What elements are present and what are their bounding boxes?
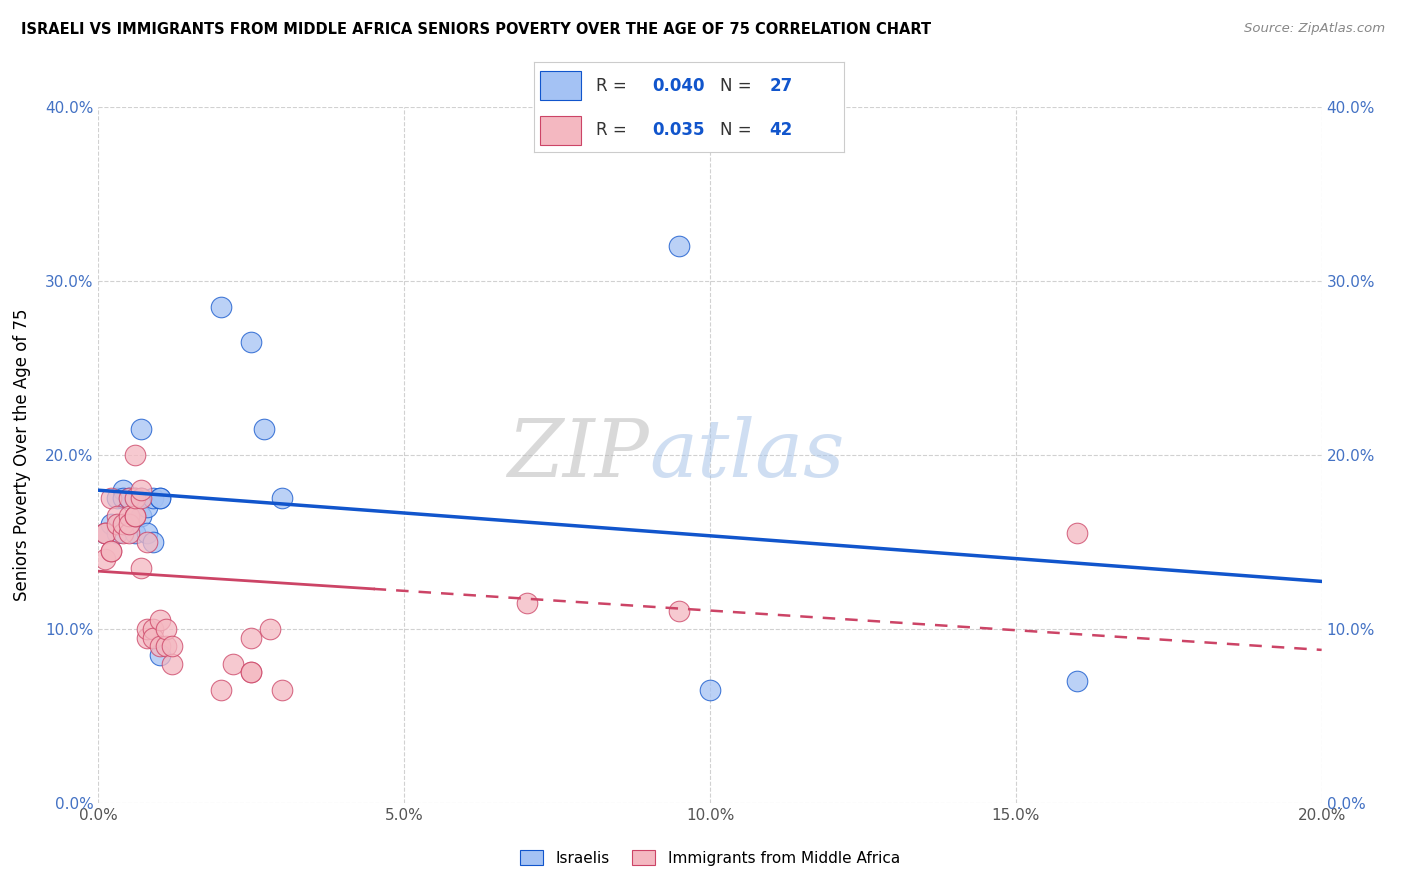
Y-axis label: Seniors Poverty Over the Age of 75: Seniors Poverty Over the Age of 75 (13, 309, 31, 601)
Point (118, 517, 141, 532)
Point (124, 508, 146, 523)
Point (142, 534, 165, 549)
Point (155, 639, 177, 653)
Text: atlas: atlas (650, 417, 844, 493)
Point (105, 526, 128, 541)
Point (100, 517, 122, 532)
Point (149, 648, 172, 662)
Point (129, 508, 152, 523)
Point (699, 682, 721, 697)
Point (240, 665, 263, 680)
Point (118, 491, 141, 506)
Point (111, 517, 134, 532)
Text: 0.035: 0.035 (652, 121, 704, 139)
Point (149, 639, 172, 653)
Point (100, 543, 122, 558)
Text: R =: R = (596, 77, 633, 95)
Point (129, 483, 152, 497)
Point (93, 526, 115, 541)
Point (129, 491, 152, 506)
Point (668, 605, 690, 619)
Point (111, 526, 134, 541)
Text: ZIP: ZIP (508, 417, 650, 493)
Point (516, 596, 538, 610)
Point (129, 491, 152, 506)
Point (209, 300, 232, 314)
Point (149, 613, 172, 627)
Point (270, 491, 292, 506)
Point (136, 534, 159, 549)
Point (668, 239, 690, 253)
Point (111, 491, 134, 506)
Point (142, 622, 165, 636)
Legend: Israelis, Immigrants from Middle Africa: Israelis, Immigrants from Middle Africa (515, 844, 905, 871)
Point (93, 526, 115, 541)
Point (124, 526, 146, 541)
Text: N =: N = (720, 77, 756, 95)
Point (160, 657, 183, 671)
Text: 0.040: 0.040 (652, 77, 704, 95)
Point (142, 631, 165, 645)
Point (124, 491, 146, 506)
Point (270, 682, 292, 697)
Text: 27: 27 (769, 77, 793, 95)
Point (100, 491, 122, 506)
Point (240, 665, 263, 680)
Point (118, 508, 141, 523)
Point (129, 561, 152, 575)
Point (160, 639, 183, 653)
Point (1066, 674, 1088, 689)
Point (111, 483, 134, 497)
Point (259, 622, 281, 636)
Point (136, 622, 159, 636)
FancyBboxPatch shape (540, 116, 581, 145)
Point (124, 491, 146, 506)
Point (105, 491, 128, 506)
Point (136, 526, 159, 541)
Point (252, 422, 274, 436)
Point (149, 491, 172, 506)
Point (209, 682, 232, 697)
Point (124, 448, 146, 462)
Point (240, 631, 263, 645)
Text: ISRAELI VS IMMIGRANTS FROM MIDDLE AFRICA SENIORS POVERTY OVER THE AGE OF 75 CORR: ISRAELI VS IMMIGRANTS FROM MIDDLE AFRICA… (21, 22, 931, 37)
FancyBboxPatch shape (540, 71, 581, 100)
Point (118, 491, 141, 506)
Point (136, 500, 159, 514)
Point (118, 526, 141, 541)
Point (240, 334, 263, 349)
Point (100, 543, 122, 558)
Point (1066, 526, 1088, 541)
Text: R =: R = (596, 121, 633, 139)
Point (136, 631, 159, 645)
Point (142, 491, 165, 506)
Point (105, 508, 128, 523)
Point (93, 526, 115, 541)
Point (222, 657, 245, 671)
Point (93, 552, 115, 566)
Point (149, 491, 172, 506)
Point (129, 422, 152, 436)
Point (155, 622, 177, 636)
Text: N =: N = (720, 121, 756, 139)
Point (124, 508, 146, 523)
Point (118, 517, 141, 532)
Text: 42: 42 (769, 121, 793, 139)
Text: Source: ZipAtlas.com: Source: ZipAtlas.com (1244, 22, 1385, 36)
Point (105, 517, 128, 532)
